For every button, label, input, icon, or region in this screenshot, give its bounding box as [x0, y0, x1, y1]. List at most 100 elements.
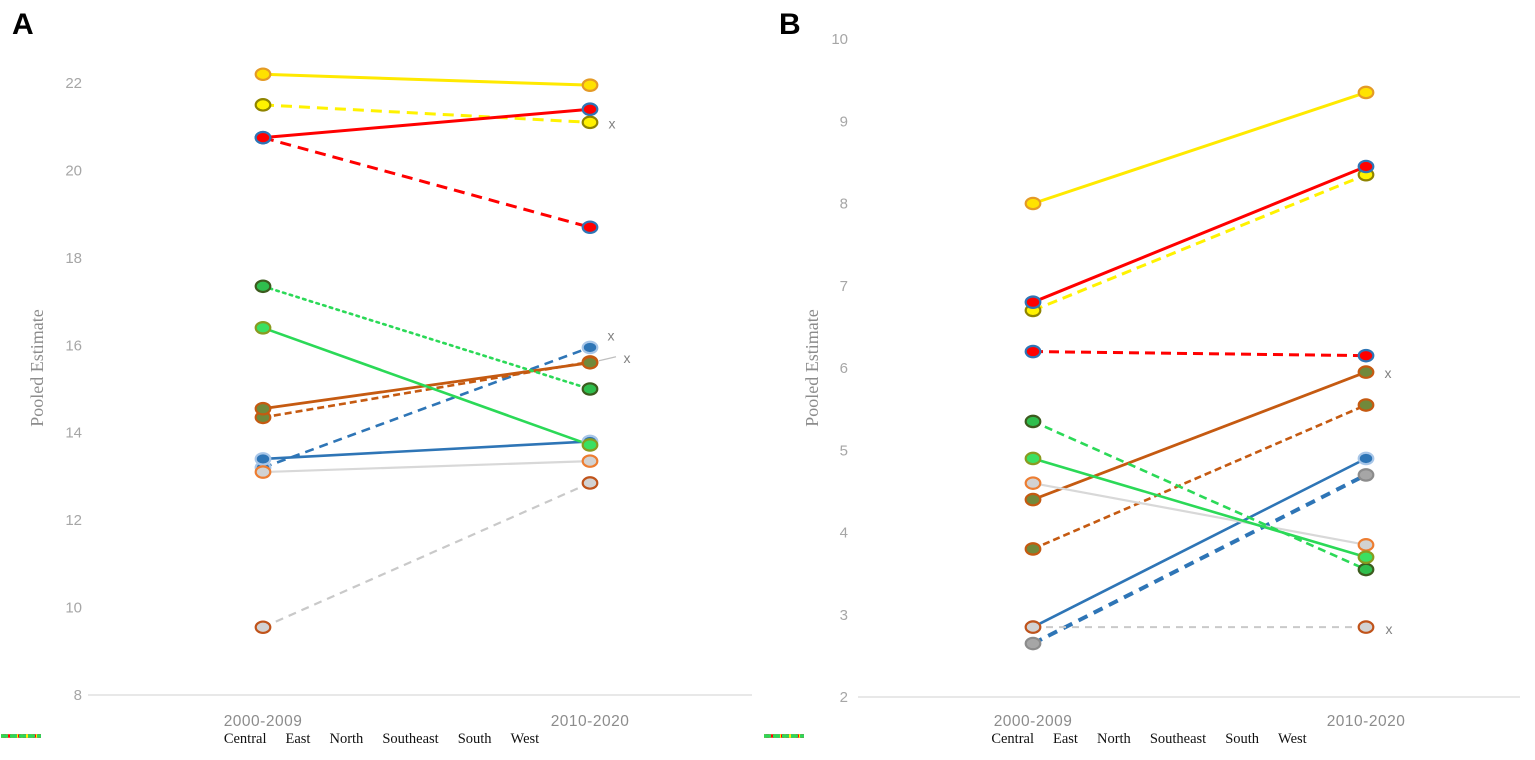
marker-east-solid-0	[254, 465, 272, 479]
x-category-label-1: 2010-2020	[1327, 713, 1406, 730]
marker-south-solid-0	[254, 67, 272, 82]
series-line-south-dashed	[1032, 173, 1367, 312]
legend-swatch-west	[764, 734, 804, 738]
marker-southeast-solid-0	[254, 130, 272, 145]
series-line-west-dashed	[1032, 420, 1367, 571]
series-line-central-dashed	[1032, 403, 1367, 551]
legend-item-central: Central	[1, 731, 267, 747]
y-tick-label-8: 8	[74, 687, 82, 704]
legend-label-southeast: Southeast	[1149, 731, 1207, 747]
marker-south-solid-0	[1024, 196, 1042, 211]
marker-east-solid-0	[1024, 476, 1042, 490]
marker-west-dashed-0	[254, 279, 272, 294]
legend-item-west: West	[1, 731, 540, 747]
y-tick-label-8: 8	[840, 196, 848, 213]
x-category-label-0: 2000-2009	[224, 713, 303, 730]
legend-label-east: East	[1053, 731, 1078, 747]
legend-label-north: North	[329, 731, 364, 747]
legend-label-south: South	[1225, 731, 1260, 747]
legend-item-east: East	[764, 731, 1078, 747]
marker-south-dashed-1	[581, 115, 599, 130]
legend-item-southeast: Southeast	[1, 731, 439, 747]
x-category-label-0: 2000-2009	[994, 713, 1073, 730]
legend-label-central: Central	[223, 731, 267, 747]
marker-east-solid-1	[581, 454, 599, 468]
legend-item-south: South	[1, 731, 492, 747]
y-tick-label-7: 7	[840, 278, 848, 295]
marker-north-dashed-0	[1024, 636, 1042, 651]
marker-west-dashed-1	[581, 382, 599, 396]
series-line-southeast-solid	[1032, 165, 1367, 304]
series-line-west-solid	[1032, 457, 1367, 559]
marker-central-solid-0	[1024, 492, 1042, 507]
legend-label-west: West	[510, 731, 540, 747]
marker-southeast-dashed-0	[1024, 344, 1042, 359]
legend-label-east: East	[285, 731, 311, 747]
series-line-west-dashed	[261, 284, 592, 391]
y-axis-title: Pooled Estimate	[27, 309, 47, 426]
legend-label-north: North	[1096, 731, 1131, 747]
y-tick-label-4: 4	[840, 525, 848, 542]
panel-b: B 10 9 8 7 6 5 4 3 2 Pooled Estimate 2000-2009 2010-…	[763, 0, 1535, 760]
marker-southeast-solid-1	[581, 102, 599, 117]
marker-central-solid-1	[581, 355, 599, 370]
legend-item-central: Central	[764, 731, 1034, 747]
x-category-label-1: 2010-2020	[551, 713, 630, 730]
marker-central-dashed-1	[1357, 398, 1375, 412]
legend-label-south: South	[457, 731, 492, 747]
legend-item-southeast: Southeast	[764, 731, 1207, 747]
marker-east-dashed-0	[1024, 620, 1042, 634]
marker-north-dashed-1	[581, 340, 599, 355]
y-tick-label-6: 6	[840, 360, 848, 377]
panel-b-legend: Central East North Southeast South West	[763, 732, 1535, 747]
panel-label-b: B	[779, 8, 801, 41]
y-tick-label-5: 5	[840, 442, 848, 459]
marker-west-solid-1	[581, 438, 599, 452]
marker-north-solid-1	[1357, 451, 1375, 466]
series-line-south-solid	[1032, 91, 1367, 205]
marker-south-dashed-0	[254, 98, 272, 112]
series-line-east-dashed	[262, 481, 591, 629]
marker-west-dashed-0	[1024, 414, 1042, 429]
x-annotation-central-solid: x	[1385, 365, 1392, 381]
marker-southeast-dashed-1	[1357, 348, 1375, 363]
y-tick-label-20: 20	[65, 162, 82, 179]
series-line-east-solid	[262, 460, 591, 474]
y-tick-label-16: 16	[65, 337, 82, 354]
panel-b-chart: B 10 9 8 7 6 5 4 3 2 Pooled Estimate 2000-2009 2010-…	[779, 8, 1520, 730]
marker-central-dashed-0	[1024, 542, 1042, 556]
series-line-north-dashed	[262, 346, 591, 469]
series-line-southeast-solid	[262, 107, 591, 140]
marker-central-solid-1	[1357, 365, 1375, 379]
legend-item-north: North	[1, 731, 364, 747]
marker-southeast-dashed-1	[581, 220, 599, 235]
series-line-east-solid	[1032, 482, 1367, 546]
x-annotation-east-dashed: x	[1386, 621, 1393, 637]
legend-swatch-west	[1, 734, 41, 738]
x-annotation-south-dashed: x	[609, 115, 616, 131]
marker-east-dashed-1	[581, 476, 599, 490]
leader-line-central-solid	[598, 356, 617, 362]
series-line-south-solid	[262, 72, 591, 87]
series-line-south-dashed	[262, 103, 591, 124]
legend-item-east: East	[1, 731, 311, 747]
series-line-central-solid	[1032, 370, 1367, 501]
y-tick-label-9: 9	[840, 113, 848, 130]
marker-southeast-solid-1	[1357, 159, 1375, 174]
marker-west-dashed-1	[1357, 562, 1375, 577]
panel-a-legend: Central East North Southeast South West	[0, 732, 763, 747]
legend-item-west: West	[764, 731, 1307, 747]
marker-west-solid-1	[1357, 550, 1375, 564]
legend-label-central: Central	[991, 731, 1034, 747]
y-axis-title: Pooled Estimate	[802, 309, 822, 426]
marker-east-solid-1	[1357, 538, 1375, 552]
legend-label-west: West	[1278, 731, 1307, 747]
marker-south-solid-1	[1357, 85, 1375, 100]
series-line-southeast-dashed	[262, 136, 591, 229]
legend-label-southeast: Southeast	[382, 731, 439, 747]
x-annotation-north-dashed: x	[608, 327, 615, 343]
y-tick-label-3: 3	[840, 607, 848, 624]
marker-central-solid-0	[254, 401, 272, 416]
legend-item-south: South	[764, 731, 1260, 747]
